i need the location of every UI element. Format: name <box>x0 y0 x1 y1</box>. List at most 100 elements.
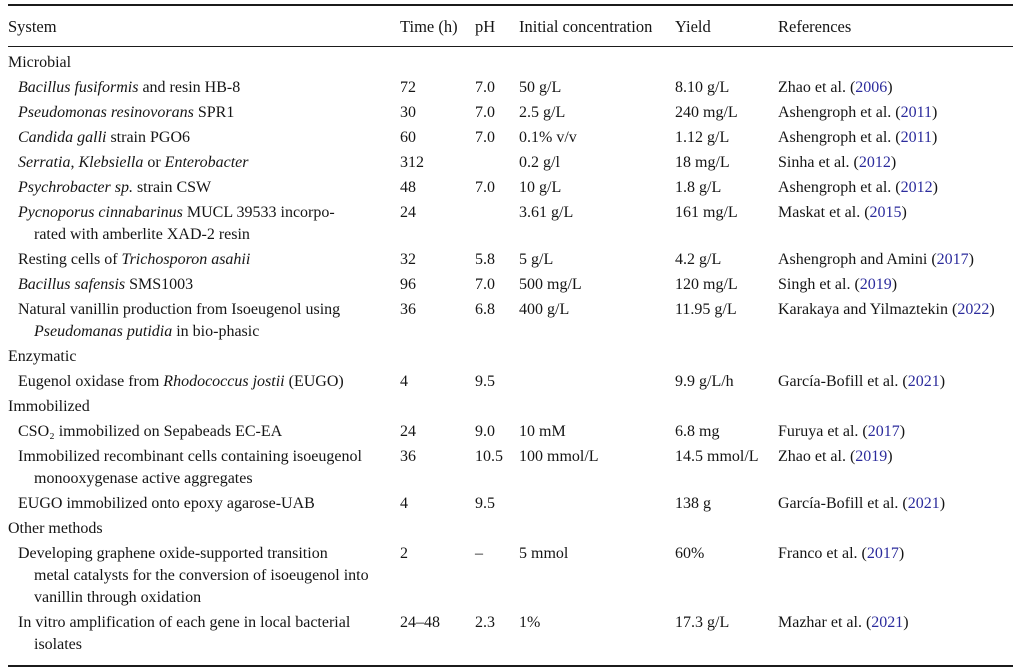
cell-system: Developing graphene oxide-supported tran… <box>8 540 400 609</box>
cell-references: Zhao et al. (2019) <box>778 448 893 465</box>
system-text: Natural vanillin production from Isoeuge… <box>18 301 341 318</box>
section-title: Enzymatic <box>8 348 77 365</box>
cell-yield: 161 mg/L <box>675 204 738 221</box>
system-text: isolates <box>34 636 82 653</box>
cell-yield: 14.5 mmol/L <box>675 448 759 465</box>
cell-ph: 7.0 <box>475 129 495 146</box>
citation-year-link[interactable]: 2012 <box>900 179 933 196</box>
citation-year-link[interactable]: 2017 <box>866 545 899 562</box>
cell-yield: 60% <box>675 545 705 562</box>
table-row: Psychrobacter sp. strain CSW 48 7.0 10 g/L 1… <box>8 174 1013 199</box>
table-row: In vitro amplification of each gene in l… <box>8 609 1013 656</box>
cell-ph <box>475 149 519 174</box>
system-text: vanillin through oxidation <box>34 589 202 606</box>
system-text: CSO₂ immobilized on Sepabeads EC-EA <box>18 423 283 440</box>
cell-initial-concentration: 400 g/L <box>519 301 570 318</box>
system-text: Eugenol oxidase from <box>18 373 164 390</box>
system-text: In vitro amplification of each gene in l… <box>18 614 351 631</box>
table-row: Immobilized recombinant cells containing… <box>8 443 1013 490</box>
cell-time: 4 <box>400 495 408 512</box>
citation-year-link[interactable]: 2011 <box>900 104 933 121</box>
citation-year-link[interactable]: 2022 <box>957 301 990 318</box>
citation-year-link[interactable]: 2015 <box>869 204 902 221</box>
cell-ph: 2.3 <box>475 614 495 631</box>
citation-year-link[interactable]: 2017 <box>867 423 900 440</box>
cell-yield: 8.10 g/L <box>675 79 730 96</box>
cell-references: García-Bofill et al. (2021) <box>778 495 946 512</box>
system-text: strain CSW <box>132 179 212 196</box>
system-text: SMS1003 <box>125 276 194 293</box>
citation-year-link[interactable]: 2006 <box>855 79 888 96</box>
species-name: Psychrobacter sp. <box>18 179 133 196</box>
cell-system: In vitro amplification of each gene in l… <box>8 609 400 656</box>
citation-year-link[interactable]: 2019 <box>855 448 888 465</box>
species-name: Pseudomonas resinovorans <box>18 104 194 121</box>
citation-year-link[interactable]: 2011 <box>900 129 933 146</box>
cell-references: Ashengroph et al. (2012) <box>778 179 938 196</box>
table-row: Serratia, Klebsiella or Enterobacter 312 0… <box>8 149 1013 174</box>
cell-time: 24 <box>400 204 416 221</box>
cell-time: 312 <box>400 154 424 171</box>
system-text: , <box>70 154 79 171</box>
cell-time: 2 <box>400 545 408 562</box>
system-text: and resin HB-8 <box>138 79 241 96</box>
cell-yield: 1.8 g/L <box>675 179 722 196</box>
section-title: Other methods <box>8 520 103 537</box>
table-row: Resting cells of Trichosporon asahii 32 5.… <box>8 246 1013 271</box>
cell-yield: 4.2 g/L <box>675 251 722 268</box>
cell-system: Natural vanillin production from Isoeuge… <box>8 296 400 343</box>
table-row: Pycnoporus cinnabarinus MUCL 39533 incor… <box>8 199 1013 246</box>
cell-time: 36 <box>400 448 416 465</box>
cell-ph: 7.0 <box>475 104 495 121</box>
cell-yield: 11.95 g/L <box>675 301 737 318</box>
column-header-ph: pH <box>475 17 496 36</box>
citation-year-link[interactable]: 2012 <box>858 154 891 171</box>
cell-references: Maskat et al. (2015) <box>778 204 907 221</box>
system-text: EUGO immobilized onto epoxy agarose-UAB <box>18 495 315 512</box>
table-row: Bacillus fusiformis and resin HB-8 72 7.0 5… <box>8 74 1013 99</box>
system-text: Developing graphene oxide-supported tran… <box>18 545 328 562</box>
cell-ph: 9.0 <box>475 423 495 440</box>
cell-references: Furuya et al. (2017) <box>778 423 906 440</box>
cell-initial-concentration: 5 mmol <box>519 545 569 562</box>
cell-yield: 240 mg/L <box>675 104 738 121</box>
citation-year-link[interactable]: 2021 <box>871 614 904 631</box>
cell-ph: – <box>475 545 483 562</box>
citation-year-link[interactable]: 2021 <box>907 495 940 512</box>
cell-initial-concentration: 500 mg/L <box>519 276 582 293</box>
cell-ph: 7.0 <box>475 79 495 96</box>
section-header-row: Enzymatic <box>8 343 1013 368</box>
cell-ph: 9.5 <box>475 495 495 512</box>
cell-initial-concentration: 100 mmol/L <box>519 448 599 465</box>
system-text: Immobilized recombinant cells containing… <box>18 448 362 465</box>
cell-references: García-Bofill et al. (2021) <box>778 373 946 390</box>
species-name: Bacillus safensis <box>18 276 126 293</box>
table-row: EUGO immobilized onto epoxy agarose-UAB 4… <box>8 490 1013 515</box>
cell-time: 4 <box>400 373 408 390</box>
cell-references: Singh et al. (2019) <box>778 276 898 293</box>
vanillin-production-comparison-table: System Time (h) pH Initial concentration… <box>8 4 1013 667</box>
system-text: monooxygenase active aggregates <box>34 470 253 487</box>
cell-system: Pycnoporus cinnabarinus MUCL 39533 incor… <box>8 199 400 246</box>
citation-year-link[interactable]: 2021 <box>907 373 940 390</box>
citation-year-link[interactable]: 2017 <box>936 251 969 268</box>
species-name: Bacillus fusiformis <box>18 79 139 96</box>
species-name: Serratia <box>18 154 71 171</box>
cell-system: Serratia, Klebsiella or Enterobacter <box>8 149 400 174</box>
cell-system: Pseudomonas resinovorans SPR1 <box>8 99 400 124</box>
species-name: Pycnoporus cinnabarinus <box>18 204 183 221</box>
system-text: or <box>143 154 165 171</box>
system-text: Resting cells of <box>18 251 122 268</box>
system-text: rated with amberlite XAD-2 resin <box>34 226 250 243</box>
cell-initial-concentration: 10 g/L <box>519 179 562 196</box>
citation-year-link[interactable]: 2019 <box>859 276 892 293</box>
cell-references: Ashengroph et al. (2011) <box>778 104 938 121</box>
cell-initial-concentration: 2.5 g/L <box>519 104 566 121</box>
species-name: Trichosporon asahii <box>121 251 251 268</box>
column-header-initial-concentration: Initial concentration <box>519 17 653 36</box>
system-text: MUCL 39533 incorpo- <box>182 204 335 221</box>
cell-time: 72 <box>400 79 416 96</box>
cell-yield: 18 mg/L <box>675 154 730 171</box>
cell-initial-concentration: 5 g/L <box>519 251 554 268</box>
column-header-references: References <box>778 17 852 36</box>
